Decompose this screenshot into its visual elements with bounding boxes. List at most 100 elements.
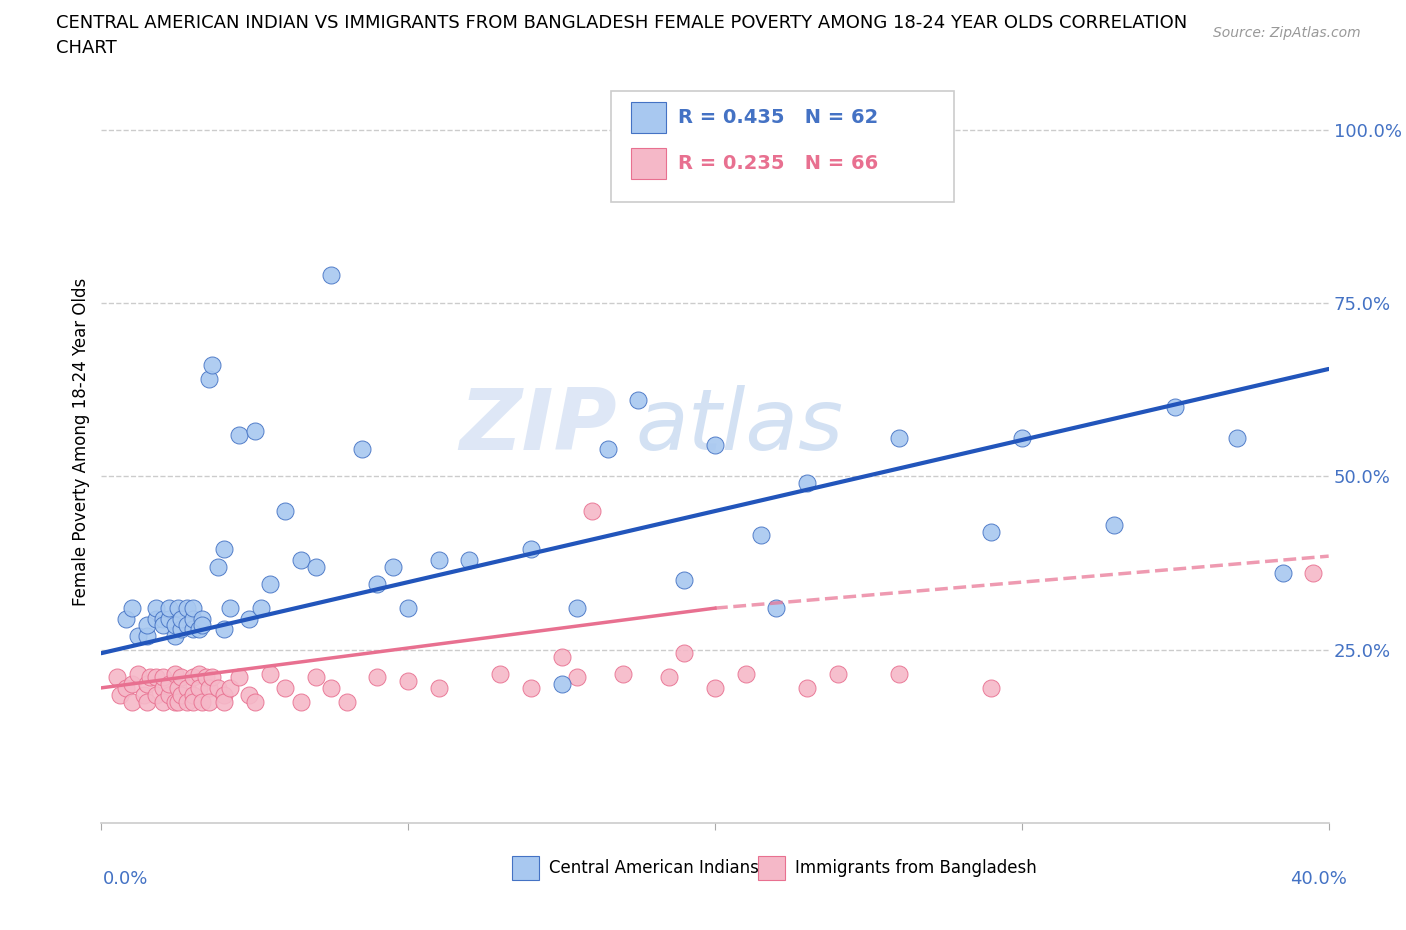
Point: [596, 441, 619, 456]
Point: [658, 670, 681, 684]
Point: [765, 601, 787, 616]
Point: [167, 681, 190, 696]
Point: [734, 667, 756, 682]
Point: [796, 476, 818, 491]
Point: [136, 629, 159, 644]
Point: [136, 618, 159, 633]
Point: [176, 601, 198, 616]
Point: [550, 677, 572, 692]
Point: [114, 681, 136, 696]
Point: [207, 681, 229, 696]
Point: [274, 504, 297, 519]
Point: [145, 687, 167, 702]
Text: 40.0%: 40.0%: [1291, 870, 1347, 887]
Point: [134, 687, 156, 702]
Point: [181, 601, 204, 616]
Point: [176, 618, 198, 633]
Point: [157, 611, 180, 626]
Text: R = 0.435   N = 62: R = 0.435 N = 62: [678, 108, 879, 127]
Text: CHART: CHART: [56, 39, 117, 57]
Point: [228, 428, 250, 443]
Point: [336, 695, 359, 710]
Point: [1302, 566, 1324, 581]
Point: [127, 629, 149, 644]
Point: [703, 438, 725, 453]
Point: [219, 681, 242, 696]
Point: [157, 601, 180, 616]
Point: [212, 542, 235, 557]
Point: [550, 649, 572, 664]
Point: [105, 670, 128, 684]
Point: [396, 673, 419, 688]
Point: [170, 621, 193, 636]
Point: [170, 611, 193, 626]
Point: [366, 670, 388, 684]
Point: [176, 681, 198, 696]
Point: [305, 559, 328, 574]
Point: [238, 611, 260, 626]
Point: [290, 552, 312, 567]
Point: [228, 670, 250, 684]
Point: [219, 601, 242, 616]
Point: [520, 681, 543, 696]
Point: [188, 681, 211, 696]
Text: R = 0.235   N = 66: R = 0.235 N = 66: [678, 153, 879, 173]
Text: Central American Indians: Central American Indians: [550, 859, 759, 877]
Point: [197, 372, 219, 387]
Point: [163, 629, 186, 644]
Point: [290, 695, 312, 710]
Point: [181, 670, 204, 684]
Point: [152, 681, 174, 696]
Point: [157, 677, 180, 692]
Point: [749, 528, 772, 543]
Point: [565, 601, 588, 616]
Point: [1164, 400, 1187, 415]
Point: [565, 670, 588, 684]
Point: [1102, 517, 1125, 532]
Text: Immigrants from Bangladesh: Immigrants from Bangladesh: [794, 859, 1036, 877]
Point: [489, 667, 512, 682]
Point: [152, 618, 174, 633]
Point: [520, 542, 543, 557]
Point: [176, 695, 198, 710]
Point: [212, 687, 235, 702]
Point: [207, 559, 229, 574]
Point: [121, 677, 143, 692]
Point: [145, 601, 167, 616]
Point: [197, 695, 219, 710]
Point: [181, 621, 204, 636]
Point: [243, 695, 266, 710]
Point: [170, 670, 193, 684]
Point: [259, 577, 281, 591]
Point: [167, 601, 190, 616]
Point: [673, 645, 696, 660]
Point: [127, 667, 149, 682]
Point: [145, 670, 167, 684]
Point: [1011, 431, 1033, 445]
Point: [366, 577, 388, 591]
Point: [181, 687, 204, 702]
Point: [201, 670, 224, 684]
Point: [796, 681, 818, 696]
Point: [321, 268, 343, 283]
Text: Source: ZipAtlas.com: Source: ZipAtlas.com: [1213, 26, 1361, 40]
Point: [243, 424, 266, 439]
Point: [136, 695, 159, 710]
Point: [152, 695, 174, 710]
Text: ZIP: ZIP: [460, 385, 617, 468]
Point: [152, 611, 174, 626]
Point: [181, 611, 204, 626]
Point: [167, 695, 190, 710]
Point: [581, 504, 603, 519]
Point: [170, 687, 193, 702]
Point: [887, 431, 910, 445]
Point: [152, 670, 174, 684]
Bar: [631, 148, 666, 179]
Point: [191, 611, 214, 626]
Text: atlas: atlas: [636, 385, 844, 468]
Point: [259, 667, 281, 682]
Point: [188, 621, 211, 636]
Point: [212, 695, 235, 710]
Point: [612, 667, 634, 682]
Point: [121, 601, 143, 616]
